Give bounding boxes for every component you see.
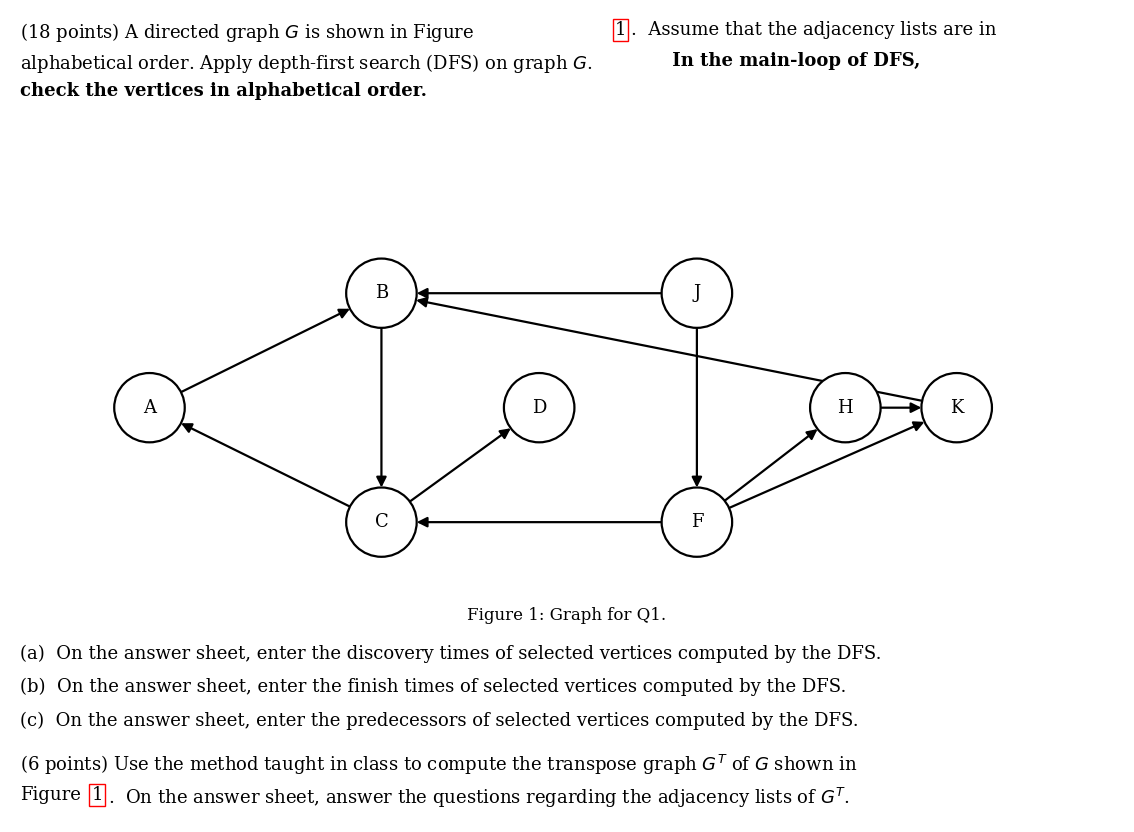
- FancyArrowPatch shape: [420, 518, 661, 527]
- Text: 1: 1: [615, 21, 626, 39]
- Text: .  On the answer sheet, answer the questions regarding the adjacency lists of $G: . On the answer sheet, answer the questi…: [108, 786, 849, 810]
- FancyArrowPatch shape: [729, 423, 922, 508]
- Text: Figure 1: Graph for Q1.: Figure 1: Graph for Q1.: [467, 607, 667, 624]
- FancyArrowPatch shape: [881, 404, 919, 412]
- FancyArrowPatch shape: [693, 328, 701, 485]
- Text: (6 points) Use the method taught in class to compute the transpose graph $G^T$ o: (6 points) Use the method taught in clas…: [20, 753, 857, 777]
- Text: alphabetical order. Apply depth-first search (DFS) on graph $G$.: alphabetical order. Apply depth-first se…: [20, 52, 593, 75]
- Text: .  Assume that the adjacency lists are in: . Assume that the adjacency lists are in: [631, 21, 996, 39]
- Text: D: D: [532, 399, 547, 417]
- Text: H: H: [838, 399, 853, 417]
- Text: J: J: [693, 285, 701, 302]
- Text: check the vertices in alphabetical order.: check the vertices in alphabetical order…: [20, 82, 428, 101]
- Text: (b)  On the answer sheet, enter the finish times of selected vertices computed b: (b) On the answer sheet, enter the finis…: [20, 678, 847, 696]
- Text: (18 points) A directed graph $G$ is shown in Figure: (18 points) A directed graph $G$ is show…: [20, 21, 475, 44]
- Ellipse shape: [503, 373, 575, 443]
- FancyArrowPatch shape: [420, 289, 661, 297]
- FancyArrowPatch shape: [378, 328, 386, 485]
- Ellipse shape: [922, 373, 992, 443]
- Ellipse shape: [810, 373, 881, 443]
- Text: B: B: [375, 285, 388, 302]
- FancyArrowPatch shape: [418, 298, 922, 401]
- Text: A: A: [143, 399, 156, 417]
- Text: (a)  On the answer sheet, enter the discovery times of selected vertices compute: (a) On the answer sheet, enter the disco…: [20, 645, 882, 663]
- Ellipse shape: [115, 373, 185, 443]
- Ellipse shape: [661, 259, 733, 328]
- Text: Figure: Figure: [20, 786, 82, 805]
- Text: F: F: [691, 513, 703, 531]
- Text: 1: 1: [91, 786, 103, 805]
- FancyArrowPatch shape: [181, 310, 348, 392]
- Ellipse shape: [346, 488, 416, 557]
- FancyArrowPatch shape: [184, 424, 350, 507]
- FancyArrowPatch shape: [409, 429, 509, 502]
- Text: In the main-loop of DFS,: In the main-loop of DFS,: [666, 52, 920, 70]
- Text: C: C: [374, 513, 388, 531]
- Ellipse shape: [346, 259, 416, 328]
- Text: (c)  On the answer sheet, enter the predecessors of selected vertices computed b: (c) On the answer sheet, enter the prede…: [20, 711, 860, 730]
- Text: K: K: [950, 399, 964, 417]
- FancyArrowPatch shape: [725, 431, 815, 501]
- Ellipse shape: [661, 488, 733, 557]
